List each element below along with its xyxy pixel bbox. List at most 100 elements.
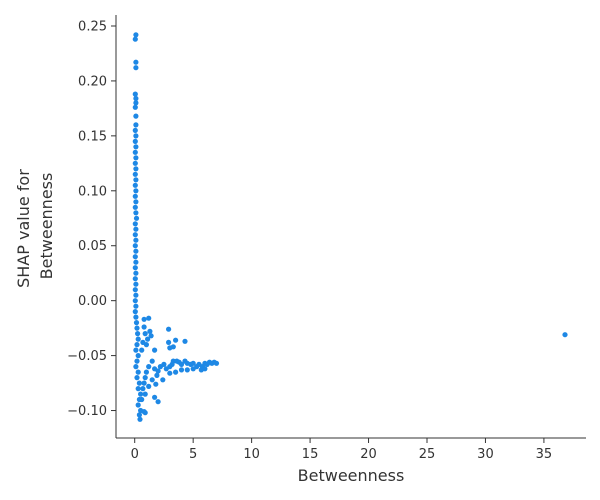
data-point [182,338,188,344]
y-tick-label: 0.00 [78,294,107,309]
y-axis-ticks: −0.10 −0.05 0.00 0.05 0.10 0.15 0.20 0.25 [67,19,116,419]
y-tick-label: 0.25 [78,19,107,34]
data-point [133,259,139,265]
data-point [133,248,139,254]
data-point [173,369,179,375]
data-point [146,383,152,389]
data-point [133,95,139,102]
data-point [132,149,138,155]
data-point [166,326,172,332]
data-point [152,347,158,353]
data-point [132,160,138,166]
data-point [132,138,138,144]
data-point [132,204,138,210]
data-point [132,287,138,293]
data-point [142,410,148,416]
data-point [133,166,139,172]
x-tick-label: 35 [536,447,553,462]
data-point [139,396,145,403]
data-point [133,32,139,38]
data-points [132,32,568,422]
data-point [133,364,139,370]
data-point [136,412,142,418]
data-point [141,316,147,322]
data-point [167,370,173,376]
data-point [140,386,146,392]
data-point [132,265,138,271]
y-tick-label: 0.10 [78,184,107,199]
x-tick-label: 20 [360,447,377,462]
data-point [149,358,155,364]
data-point [133,270,139,276]
data-point [133,314,139,320]
x-tick-label: 5 [189,447,197,462]
data-point [133,144,139,150]
y-tick-label: −0.05 [67,349,107,364]
data-point [133,210,139,216]
data-point [562,332,568,338]
data-point [132,232,138,238]
data-point [135,402,141,408]
data-point [132,193,138,199]
data-point [133,188,139,194]
data-point [153,381,159,387]
data-point [133,65,139,71]
data-point [190,360,196,366]
data-point [132,254,138,260]
data-point [160,377,166,383]
x-axis-ticks: 0 5 10 15 20 25 30 35 [131,438,553,462]
data-point [142,331,148,337]
data-point [135,336,141,342]
data-point [154,372,160,378]
data-point [161,361,167,367]
data-point [133,347,139,353]
y-axis-label-line-2: Betweenness [37,173,56,280]
data-point [202,366,208,372]
data-point [133,59,139,65]
data-point [134,358,140,364]
data-point [190,366,196,372]
y-tick-label: −0.10 [67,404,107,419]
data-point [132,243,138,249]
data-point [134,325,140,331]
data-point [146,364,152,370]
data-point [142,375,148,381]
y-tick-label: 0.15 [78,129,107,144]
data-point [145,336,151,342]
data-point [143,369,149,375]
data-point [133,133,139,139]
data-point [133,226,139,232]
data-point [178,361,185,367]
data-point [135,331,141,337]
data-point [149,377,155,383]
data-point [141,380,147,386]
data-point [132,276,138,282]
data-point [147,328,153,334]
data-point [133,122,139,128]
data-point [136,380,142,386]
data-point [213,360,220,366]
data-point [132,309,138,315]
data-point [155,368,161,374]
data-point [134,375,140,381]
data-point [132,182,138,188]
data-point [146,315,152,321]
data-point [135,353,141,359]
data-point [132,221,138,227]
data-point [132,91,138,97]
data-point [133,113,139,119]
data-point [173,337,179,343]
x-tick-label: 10 [243,447,260,462]
data-point [134,342,140,348]
data-point [155,399,161,405]
data-point [133,320,140,326]
data-point [133,215,140,221]
y-axis-label: SHAP value for Betweenness [14,164,56,288]
data-point [135,369,141,375]
data-point [133,237,139,243]
data-point [132,36,138,42]
data-point [132,171,138,177]
data-point [135,386,141,392]
data-point [133,155,139,161]
